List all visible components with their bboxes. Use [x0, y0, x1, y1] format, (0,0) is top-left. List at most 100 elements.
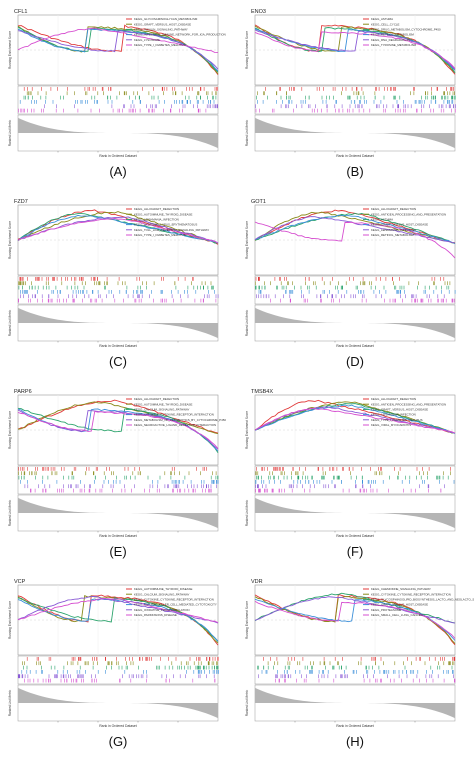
hit-mark: [421, 100, 423, 104]
hit-mark: [77, 108, 79, 113]
hit-mark: [133, 108, 134, 113]
hit-mark: [260, 290, 261, 294]
hit-mark: [272, 488, 274, 493]
hit-mark: [23, 467, 25, 471]
hit-mark: [394, 661, 396, 666]
legend-label: KEGG_RNA_DEGRADATION: [371, 38, 410, 42]
legend-label: KEGG_GRAFT_VERSUS_HOST_DISEASE: [134, 22, 191, 26]
hit-mark: [447, 95, 449, 100]
hit-mark: [435, 285, 437, 290]
hit-mark: [402, 670, 404, 674]
hit-mark: [24, 471, 26, 476]
hit-mark: [374, 471, 376, 476]
hit-mark: [80, 277, 82, 281]
hit-mark: [205, 488, 206, 493]
hit-mark: [36, 661, 37, 666]
hit-mark: [326, 104, 328, 109]
hit-mark: [401, 285, 403, 290]
hit-mark: [273, 467, 274, 471]
hit-mark: [175, 91, 176, 96]
hit-mark: [212, 480, 214, 484]
hit-mark: [397, 475, 399, 480]
hit-mark: [440, 298, 442, 303]
hit-mark: [200, 665, 201, 670]
hit-mark: [380, 657, 382, 661]
hit-mark: [158, 100, 160, 104]
hit-mark: [420, 298, 422, 303]
hit-mark: [20, 281, 22, 286]
hit-mark: [397, 475, 398, 480]
es-curve: [17, 213, 218, 244]
hit-mark: [280, 87, 281, 91]
hit-mark: [77, 674, 78, 679]
hit-mark: [23, 290, 25, 294]
hit-mark: [214, 678, 216, 683]
hit-mark: [77, 100, 78, 104]
hit-mark: [384, 87, 385, 91]
ylabel-bottom: Ranked List Metric: [245, 499, 249, 526]
hit-mark: [280, 480, 281, 484]
hit-mark: [86, 290, 88, 294]
hit-mark: [124, 104, 125, 109]
hit-mark: [113, 471, 114, 476]
hit-mark: [429, 104, 430, 109]
xlabel: Rank in Ordered Dataset: [336, 534, 374, 538]
hit-mark: [375, 277, 377, 281]
hit-mark: [453, 298, 455, 303]
hit-mark: [108, 87, 109, 91]
hit-mark: [198, 665, 199, 670]
hit-mark: [257, 475, 259, 480]
es-curve: [254, 213, 456, 245]
es-curve: [17, 27, 219, 54]
hit-mark: [203, 665, 204, 670]
hit-mark: [379, 670, 381, 674]
hit-mark: [179, 674, 181, 679]
hit-mark: [258, 290, 260, 294]
hit-mark: [384, 670, 385, 674]
hit-mark: [187, 661, 189, 666]
hit-mark: [301, 290, 302, 294]
hit-mark: [443, 678, 445, 683]
hit-mark: [399, 95, 401, 100]
hit-mark: [373, 100, 375, 104]
hit-mark: [174, 100, 175, 104]
hit-mark: [123, 104, 124, 109]
hit-mark: [370, 467, 371, 471]
hit-mark: [163, 108, 164, 113]
hit-mark: [94, 475, 96, 480]
hit-mark: [119, 480, 121, 484]
legend-label: KEGG_AUTOIMMUNE_THYROID_DISEASE: [134, 402, 192, 406]
hit-mark: [322, 475, 323, 480]
hit-mark: [18, 285, 20, 290]
hit-mark: [213, 285, 214, 290]
hit-mark: [361, 104, 363, 109]
hit-mark: [444, 95, 445, 100]
hit-mark: [295, 471, 296, 476]
hit-mark: [325, 471, 326, 476]
hit-mark: [333, 678, 335, 683]
hit-mark: [380, 277, 381, 281]
hit-mark: [84, 294, 85, 299]
hit-mark: [105, 670, 106, 674]
hit-mark: [358, 104, 360, 109]
hit-mark: [19, 100, 21, 104]
hit-mark: [419, 471, 420, 476]
hit-mark: [68, 475, 70, 480]
hit-mark: [56, 104, 57, 109]
legend-label: KEGG_TYPE_I_DIABETES_MELLITUS: [134, 233, 186, 237]
hit-mark: [448, 661, 449, 666]
hit-mark: [157, 665, 159, 670]
hit-mark: [333, 467, 335, 471]
hit-mark: [130, 678, 132, 683]
hit-mark: [348, 488, 350, 493]
hit-mark: [372, 657, 374, 661]
hit-mark: [105, 475, 106, 480]
hit-mark: [358, 91, 360, 96]
hit-mark: [200, 471, 201, 476]
hit-mark: [383, 104, 384, 109]
legend-label: KEGG_ANTIGEN_PROCESSING_AND_PRESENTATION: [371, 402, 446, 406]
hit-mark: [27, 674, 29, 679]
hit-mark: [335, 285, 336, 290]
hit-mark: [351, 87, 353, 91]
